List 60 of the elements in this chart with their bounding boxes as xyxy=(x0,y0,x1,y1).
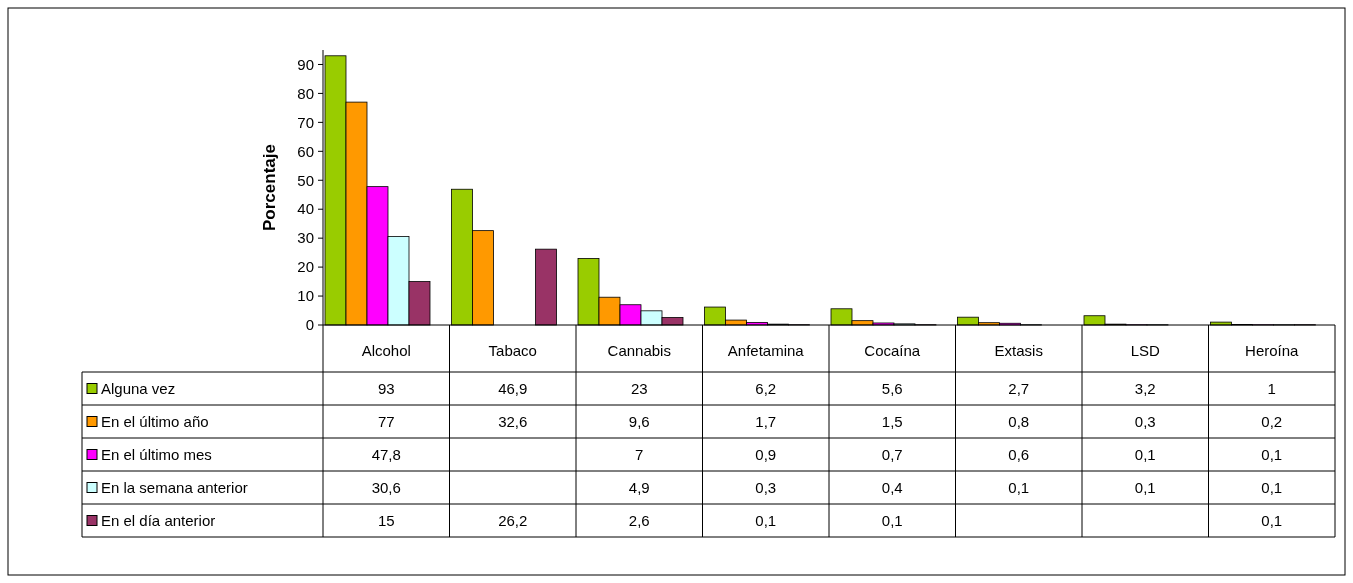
data-label: 1 xyxy=(1267,379,1276,397)
x-tick-label: Tabaco xyxy=(488,341,537,359)
x-tick-label: Anfetamina xyxy=(727,341,805,359)
x-tick-label: Heroína xyxy=(1245,341,1300,359)
data-label: 0,1 xyxy=(755,511,777,529)
y-tick-label: 90 xyxy=(297,55,314,73)
y-tick-label: 20 xyxy=(297,258,314,276)
data-label: 0,1 xyxy=(1261,445,1283,463)
y-tick-label: 0 xyxy=(305,316,314,334)
data-label: 0,7 xyxy=(881,445,903,463)
data-label: 15 xyxy=(377,511,395,529)
data-label: 0,2 xyxy=(1261,412,1283,430)
y-tick-label: 10 xyxy=(297,287,314,305)
data-label: 47,8 xyxy=(371,445,401,463)
data-label: 46,9 xyxy=(498,379,528,397)
data-label: 0,6 xyxy=(1008,445,1030,463)
data-label: 5,6 xyxy=(881,379,903,397)
x-tick-label: Cocaína xyxy=(864,341,921,359)
legend-label: En el último mes xyxy=(101,445,212,463)
data-label: 0,1 xyxy=(1134,478,1156,496)
data-label: 23 xyxy=(630,379,648,397)
data-label: 0,8 xyxy=(1008,412,1030,430)
y-tick-label: 40 xyxy=(297,200,314,218)
data-label: 3,2 xyxy=(1134,379,1156,397)
x-tick-label: Alcohol xyxy=(361,341,411,359)
data-label: 6,2 xyxy=(755,379,777,397)
legend-label: Alguna vez xyxy=(101,379,176,397)
data-label: 26,2 xyxy=(498,511,528,529)
data-label: 93 xyxy=(377,379,395,397)
data-label: 77 xyxy=(377,412,395,430)
x-tick-label: LSD xyxy=(1130,341,1160,359)
y-tick-label: 80 xyxy=(297,84,314,102)
data-label: 0,9 xyxy=(755,445,777,463)
data-label: 0,1 xyxy=(1261,511,1283,529)
y-tick-label: 50 xyxy=(297,171,314,189)
data-label: 0,1 xyxy=(881,511,903,529)
legend-label: En el día anterior xyxy=(101,511,216,529)
data-label: 0,3 xyxy=(1134,412,1156,430)
y-axis-title: Porcentaje xyxy=(260,144,279,231)
data-label: 0,1 xyxy=(1261,478,1283,496)
data-label: 1,5 xyxy=(881,412,903,430)
data-label: 7 xyxy=(635,445,644,463)
data-label: 30,6 xyxy=(371,478,401,496)
data-label: 9,6 xyxy=(628,412,650,430)
legend-label: En la semana anterior xyxy=(101,478,248,496)
y-tick-label: 60 xyxy=(297,142,314,160)
y-tick-label: 70 xyxy=(297,113,314,131)
data-label: 0,1 xyxy=(1134,445,1156,463)
data-label: 1,7 xyxy=(755,412,777,430)
data-label: 2,6 xyxy=(628,511,650,529)
y-tick-label: 30 xyxy=(297,229,314,247)
legend-label: En el último año xyxy=(101,412,209,430)
x-tick-label: Cannabis xyxy=(607,341,671,359)
data-label: 0,4 xyxy=(881,478,903,496)
data-label: 2,7 xyxy=(1008,379,1030,397)
data-label: 4,9 xyxy=(628,478,650,496)
data-label: 0,1 xyxy=(1008,478,1030,496)
data-label: 0,3 xyxy=(755,478,777,496)
x-tick-label: Extasis xyxy=(994,341,1043,359)
data-label: 32,6 xyxy=(498,412,528,430)
